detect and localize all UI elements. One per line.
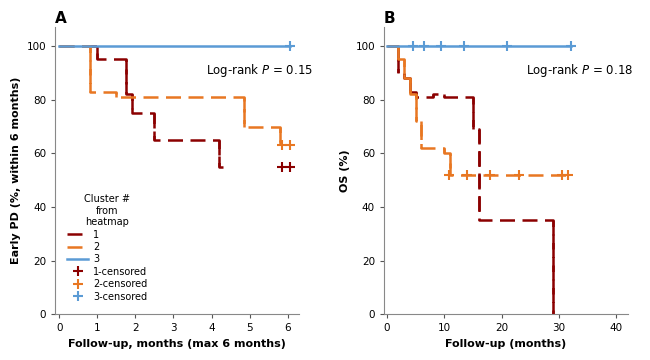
Legend: 1, 2, 3, 1-censored, 2-censored, 3-censored: 1, 2, 3, 1-censored, 2-censored, 3-censo… xyxy=(65,192,150,304)
X-axis label: Follow-up (months): Follow-up (months) xyxy=(445,339,567,349)
Text: Log-rank $\mathit{P}$ = 0.15: Log-rank $\mathit{P}$ = 0.15 xyxy=(207,62,313,79)
Text: B: B xyxy=(384,11,396,26)
Text: A: A xyxy=(55,11,67,26)
Text: Log-rank $\mathit{P}$ = 0.18: Log-rank $\mathit{P}$ = 0.18 xyxy=(525,62,632,79)
Y-axis label: OS (%): OS (%) xyxy=(340,149,350,192)
X-axis label: Follow-up, months (max 6 months): Follow-up, months (max 6 months) xyxy=(68,339,286,349)
Y-axis label: Early PD (%, within 6 months): Early PD (%, within 6 months) xyxy=(11,77,21,265)
